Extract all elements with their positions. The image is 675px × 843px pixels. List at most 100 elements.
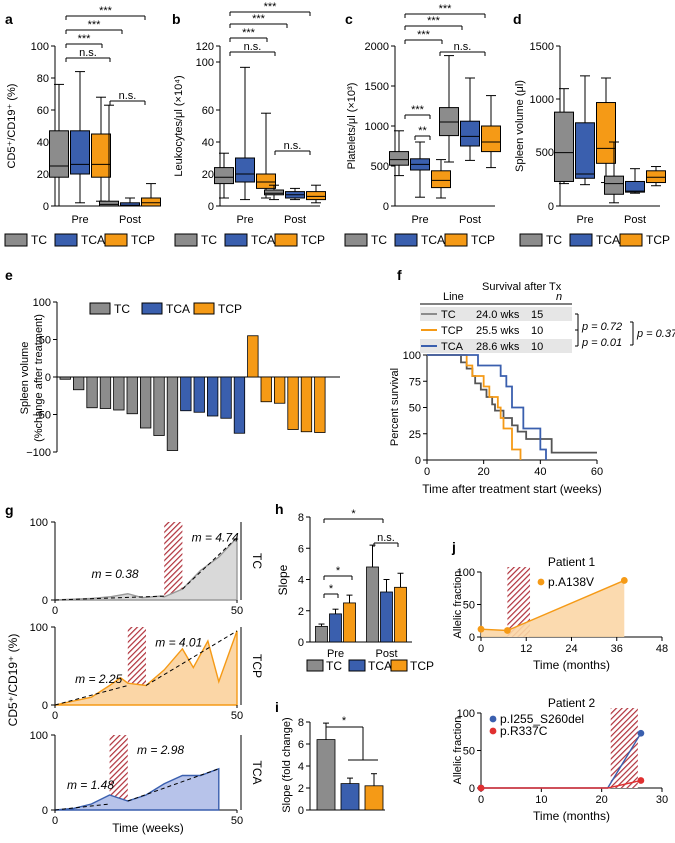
box [120,202,140,207]
y-tick-label: 50 [39,335,51,347]
significance-label: n.s. [244,41,262,53]
box-tcp-post [306,184,326,204]
bar-tc [139,376,152,429]
y-tick-label: 60 [202,105,214,117]
x-axis-label: Time (months) [533,809,610,823]
panel-b: b 0 20 40 60 100 120 Leukocytes/μl (×10⁴) Pre Pos… [172,1,326,226]
table-cell: 28.6 wks [476,341,520,353]
group-label: Pre [71,214,88,226]
trend-line-pre [54,595,165,601]
significance-label: * [329,583,334,595]
treatment-hatch [507,567,531,637]
data-point [620,577,628,584]
legend-b: TC TCA TCP [174,233,325,247]
table-row: TCA 28.6 wks 10 [421,341,543,353]
bar-tcp [394,572,407,643]
significance-bracket: *** [65,5,146,20]
significance-label: n.s. [377,532,395,544]
significance-bracket: n.s. [274,140,311,155]
box [99,200,119,207]
subplot-title: Patient 2 [548,696,596,710]
box [141,197,161,207]
table-header: Survival after Tx [482,281,562,293]
box-tc-post [99,104,119,207]
table-header: n [556,291,562,303]
table-header: Line [443,291,464,303]
y-tick-label: 1000 [365,121,389,133]
box [389,151,409,166]
box-tcp-pre [91,96,111,202]
bar-tca [180,376,192,412]
x-axis-label: Time (weeks) [112,821,184,835]
survival-curve-tc [427,354,597,454]
bar [343,602,356,643]
y-tick-label: 500 [371,161,389,173]
legend-d: TC TCA TCP [519,233,670,247]
y-tick-label: 0 [42,700,48,712]
legend-text: TCA [166,302,190,316]
legend-e: TC TCA TCP [89,302,242,316]
y-tick-label: 0 [42,805,48,817]
legend-swatch [444,233,468,247]
data-point [477,784,485,792]
y-tick-label: 0 [45,372,51,384]
subplot-patient-1: Patient 1 0 50 100 0 12 24 36 48 Allelic fraction… [452,555,668,672]
panel-label: a [5,11,13,27]
legend-swatch [141,302,163,315]
box-tcp-post [481,95,501,169]
box-tca-pre [575,75,595,186]
box-tc-pre [554,88,574,185]
bar [329,613,342,643]
legend-text: TCP [301,233,325,247]
y-tick-label: 100 [30,730,48,742]
legend-text: TCA [421,233,445,247]
x-tick-label: 0 [478,794,484,806]
y-tick-label: −100 [26,447,51,459]
subplot-name: TCA [250,761,264,785]
significance-label: *** [411,104,425,116]
legend-text: TCA [368,659,392,673]
bar-tcp [247,335,259,378]
bar-tca [193,376,205,413]
significance-bracket: *** [404,3,486,18]
legend-swatch [104,233,128,247]
bar-tc [99,376,112,409]
legend-text: p.A138V [548,575,594,589]
significance-bracket: ** [414,125,431,140]
legend-c: TC TCA TCP [344,233,495,247]
subplot-patient-2: Patient 2 0 50 100 0 10 20 30 Allelic fraction Ti… [452,696,668,823]
x-tick-label: 0 [424,466,430,478]
y-axis-label: Allelic fraction [452,717,464,785]
legend-text: TCP [646,233,670,247]
y-axis-label: (%change after treatment) [33,314,45,442]
box [70,130,90,175]
bar-tcp [273,376,286,404]
survival-curve-tcp [427,354,522,460]
y-tick-label: 100 [457,567,475,579]
table-row-shade [420,307,572,321]
group-label: Post [459,214,481,226]
y-tick-label: 0 [548,201,554,213]
table-row-shade [420,339,572,353]
group-label: Post [284,214,306,226]
y-tick-label: 20 [37,169,49,181]
box-tca-pre [235,66,255,201]
significance-label: * [342,715,347,727]
slope-label: m = 1.48 [67,778,114,792]
bar-tcp [343,594,356,643]
legend-swatch [519,233,543,247]
x-tick-label: 10 [535,794,547,806]
y-tick-label: 0 [43,201,49,213]
panel-g: g CD5⁺/CD19⁺ (%) Time (weeks) 100 0 m = 0.38 m… [5,502,264,835]
x-tick-label: 0 [478,643,484,655]
bar-tc [113,376,125,411]
panel-d: d 0 500 1000 1500 Spleen volume (μl) Pre Post [513,11,666,226]
y-axis-label: Allelic fraction [452,571,464,639]
significance-label: *** [242,27,256,39]
bar-tcp [287,376,299,430]
box [91,133,111,178]
panel-label: c [345,11,353,27]
significance-bracket: n.s. [373,532,399,547]
significance-bracket: *** [404,29,443,44]
